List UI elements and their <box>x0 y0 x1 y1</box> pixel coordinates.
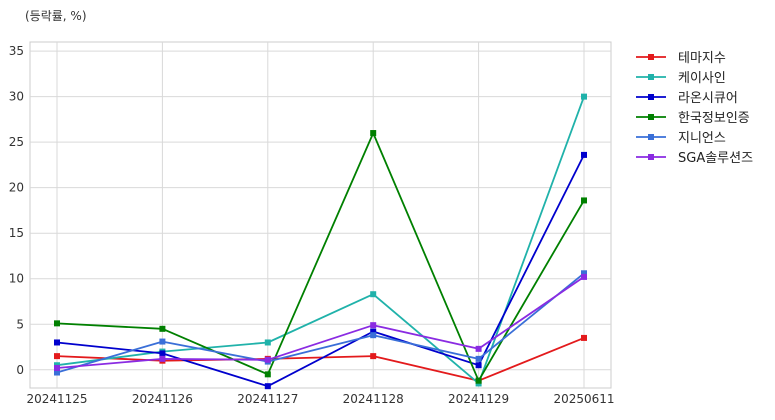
data-point <box>370 328 377 335</box>
data-point <box>581 334 587 341</box>
data-point <box>159 338 166 345</box>
series-line <box>56 154 585 388</box>
x-tick-label: 20241126 <box>132 392 193 406</box>
x-tick-label: 20241127 <box>237 392 298 406</box>
data-point <box>54 320 60 327</box>
y-tick-label: 25 <box>9 135 24 149</box>
data-point <box>54 364 60 371</box>
legend-marker <box>648 54 654 60</box>
y-tick-label: 5 <box>16 317 24 331</box>
x-tick-label: 20250611 <box>553 392 614 406</box>
data-point <box>475 355 482 362</box>
legend-label: SGA솔루션즈 <box>678 151 753 166</box>
series-line <box>56 132 585 382</box>
data-point <box>581 93 587 100</box>
data-point <box>475 377 482 384</box>
series-line <box>56 272 585 374</box>
data-point <box>581 151 587 158</box>
legend-label: 테마지수 <box>678 51 726 66</box>
legend-label: 라온시큐어 <box>678 91 738 106</box>
legend-label: 지니언스 <box>678 131 726 146</box>
legend-marker <box>648 74 654 80</box>
data-point <box>581 197 587 204</box>
series-line <box>56 96 585 385</box>
x-tick-label: 20241129 <box>448 392 509 406</box>
legend-marker <box>648 154 654 160</box>
y-tick-label: 30 <box>9 90 24 104</box>
plot-area <box>29 41 612 389</box>
data-point <box>581 270 587 277</box>
y-tick-label: 35 <box>9 44 24 58</box>
data-point <box>264 339 271 346</box>
data-point <box>581 273 587 280</box>
data-point <box>54 353 60 360</box>
x-tick-label: 20241128 <box>343 392 404 406</box>
data-point <box>370 291 377 298</box>
y-unit-label: (등락률, %) <box>25 9 87 23</box>
legend-label: 케이사인 <box>678 71 726 86</box>
data-point <box>159 325 166 332</box>
legend-marker <box>648 134 654 140</box>
y-tick-label: 10 <box>9 272 24 286</box>
data-point <box>54 339 60 346</box>
data-point <box>370 322 377 329</box>
y-tick-label: 15 <box>9 226 24 240</box>
data-point <box>54 369 60 376</box>
legend-marker <box>648 114 654 120</box>
data-point <box>475 362 482 369</box>
series-line <box>56 276 585 369</box>
data-point <box>159 355 166 362</box>
data-point <box>159 350 166 357</box>
data-point <box>370 332 377 339</box>
data-point <box>475 345 482 352</box>
legend-label: 한국정보인증 <box>678 111 750 126</box>
x-tick-label: 20241125 <box>26 392 87 406</box>
data-point <box>370 130 377 137</box>
y-tick-label: 20 <box>9 181 24 195</box>
y-tick-label: 0 <box>16 363 24 377</box>
data-point <box>264 383 271 390</box>
legend-marker <box>648 94 654 100</box>
data-point <box>370 353 377 360</box>
data-point <box>264 371 271 378</box>
data-point <box>264 356 271 363</box>
